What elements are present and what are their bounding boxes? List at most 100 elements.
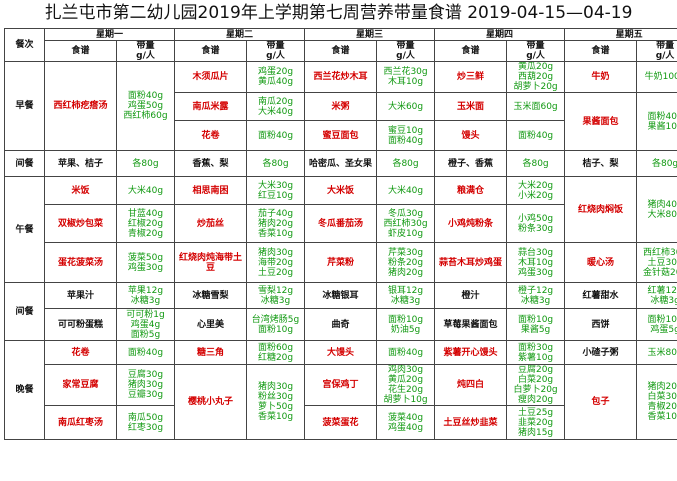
dish-amount: 各80g: [506, 150, 566, 177]
amount-header: 带量 g/人: [115, 40, 176, 62]
dish-name: 冰糖雪梨: [174, 282, 248, 309]
dish-name: 西红柿疙瘩汤: [44, 61, 117, 151]
page-title: 扎兰屯市第二幼儿园2019年上学期第七周营养带量食谱 2019-04-15—04…: [44, 3, 633, 23]
dish-amount: 猪肉30g 粉丝30g 萝卜50g 香菜10g: [246, 364, 306, 440]
meal-label-breakfast: 早餐: [4, 61, 45, 151]
dish-amount: 黄瓜20g 西葫20g 胡萝卜20g: [506, 61, 566, 93]
dish-name: 大馒头: [304, 340, 378, 365]
dish-name: 果酱面包: [564, 92, 638, 151]
dish-name: 小鸡炖粉条: [434, 204, 508, 243]
dish-name: 南瓜红枣汤: [44, 405, 117, 440]
amount-header: 带量 g/人: [246, 40, 306, 62]
dish-name: 苹果汁: [44, 282, 117, 309]
dish-amount: 玉米80g: [636, 340, 677, 365]
dish-amount: 台湾烤肠5g 面粉10g: [246, 308, 306, 341]
dish-amount: 大米20g 小米20g: [506, 176, 566, 205]
menu-table: 餐次 星期一 星期二 星期三 星期四 星期五 食谱 带量 g/人 食谱 带量 g/人…: [4, 28, 677, 440]
amount-header: 带量 g/人: [506, 40, 566, 62]
dish-amount: 红薯12g 冰糖3g: [636, 282, 677, 309]
dish-name: 菠菜蛋花: [304, 405, 378, 440]
dish-name: 炖四白: [434, 364, 508, 406]
dish-amount: 各80g: [115, 150, 176, 177]
dish-name: 樱桃小丸子: [174, 364, 248, 440]
dish-amount: 面粉40g 鸡蛋50g 西红柿60g: [115, 61, 176, 151]
dish-name: 冬瓜番茄汤: [304, 204, 378, 243]
dish-amount: 银耳12g 冰糖3g: [376, 282, 436, 309]
dish-name: 米饭: [44, 176, 117, 205]
dish-amount: 苹果12g 冰糖3g: [115, 282, 176, 309]
dish-name: 心里美: [174, 308, 248, 341]
day-header-wed: 星期三: [304, 28, 436, 41]
dish-name: 蜜豆面包: [304, 120, 378, 151]
dish-name: 大米饭: [304, 176, 378, 205]
dish-name: 粮满仓: [434, 176, 508, 205]
dish-name: 哈密瓜、圣女果: [304, 150, 378, 177]
dish-amount: 蒜台30g 木耳10g 鸡蛋30g: [506, 242, 566, 283]
dish-name: 牛奶: [564, 61, 638, 93]
dish-amount: 豆腐20g 白菜20g 白萝卜20g 瘦肉20g: [506, 364, 566, 406]
dish-name: 草莓果酱面包: [434, 308, 508, 341]
meal-col-header: 餐次: [4, 28, 45, 62]
dish-name: 家常豆腐: [44, 364, 117, 406]
dish-amount: 各80g: [376, 150, 436, 177]
dish-name: 可可粉蛋糕: [44, 308, 117, 341]
dish-amount: 猪肉20g 白菜30g 青椒20g 香菜10g: [636, 364, 677, 440]
dish-name: 香蕉、梨: [174, 150, 248, 177]
dish-amount: 大米40g: [376, 176, 436, 205]
day-header-tue: 星期二: [174, 28, 306, 41]
dish-amount: 面粉10g 果酱5g: [506, 308, 566, 341]
dish-name: 蛋花菠菜汤: [44, 242, 117, 283]
dish-name: 糖三角: [174, 340, 248, 365]
dish-name: 曲奇: [304, 308, 378, 341]
dish-name: 暖心汤: [564, 242, 638, 283]
dish-amount: 面粉10g 鸡蛋5g: [636, 308, 677, 341]
dish-amount: 南瓜50g 红枣30g: [115, 405, 176, 440]
dish-amount: 芹菜30g 粉条20g 猪肉20g: [376, 242, 436, 283]
dish-name: 紫薯开心馒头: [434, 340, 508, 365]
dish-name: 橙汁: [434, 282, 508, 309]
dish-name: 红薯甜水: [564, 282, 638, 309]
dish-amount: 猪肉40g 大米80g: [636, 176, 677, 243]
dish-name: 花卷: [44, 340, 117, 365]
dish-amount: 面粉30g 紫薯10g: [506, 340, 566, 365]
meal-label-snack2: 间餐: [4, 282, 45, 341]
dish-amount: 菠菜40g 鸡蛋40g: [376, 405, 436, 440]
dish-name: 木须瓜片: [174, 61, 248, 93]
dish-amount: 面粉40g 果酱10g: [636, 92, 677, 151]
dish-name: 蒜苔木耳炒鸡蛋: [434, 242, 508, 283]
amount-header: 带量 g/人: [636, 40, 677, 62]
dish-amount: 雪梨12g 冰糖3g: [246, 282, 306, 309]
meal-label-dinner: 晚餐: [4, 340, 45, 440]
dish-amount: 西兰花30g 木耳10g: [376, 61, 436, 93]
dish-name: 冰糖银耳: [304, 282, 378, 309]
dish-amount: 玉米面60g: [506, 92, 566, 121]
dish-amount: 面粉40g: [376, 340, 436, 365]
dish-name: 橙子、香蕉: [434, 150, 508, 177]
day-header-thu: 星期四: [434, 28, 566, 41]
dish-amount: 茄子40g 猪肉20g 香菜10g: [246, 204, 306, 243]
dish-name: 红烧肉焖饭: [564, 176, 638, 243]
amount-header: 带量 g/人: [376, 40, 436, 62]
dish-name: 小碴子粥: [564, 340, 638, 365]
dish-name: 芹菜粉: [304, 242, 378, 283]
menu-header: 食谱: [174, 40, 248, 62]
dish-name: 南瓜米露: [174, 92, 248, 121]
dish-amount: 南瓜20g 大米40g: [246, 92, 306, 121]
dish-amount: 蜜豆10g 面粉40g: [376, 120, 436, 151]
dish-name: 米粥: [304, 92, 378, 121]
dish-amount: 大米60g: [376, 92, 436, 121]
menu-header: 食谱: [434, 40, 508, 62]
menu-header: 食谱: [44, 40, 117, 62]
dish-amount: 面粉10g 奶油5g: [376, 308, 436, 341]
dish-amount: 面粉40g: [506, 120, 566, 151]
dish-name: 玉米面: [434, 92, 508, 121]
dish-amount: 面粉40g: [246, 120, 306, 151]
dish-name: 相思南困: [174, 176, 248, 205]
dish-amount: 大米40g: [115, 176, 176, 205]
dish-amount: 面粉60g 红糖20g: [246, 340, 306, 365]
dish-amount: 橙子12g 冰糖3g: [506, 282, 566, 309]
dish-amount: 冬瓜30g 西红柿30g 虾皮10g: [376, 204, 436, 243]
dish-amount: 菠菜50g 鸡蛋30g: [115, 242, 176, 283]
day-header-mon: 星期一: [43, 28, 176, 41]
dish-name: 西兰花炒木耳: [304, 61, 378, 93]
